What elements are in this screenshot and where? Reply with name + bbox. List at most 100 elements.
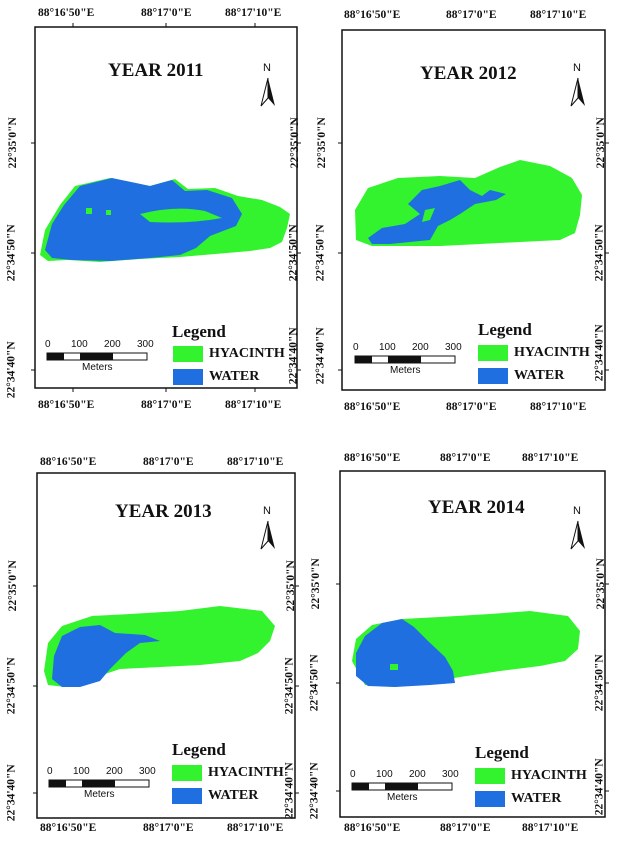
scale-tick: 0	[47, 766, 53, 777]
legend-label-hyacinth: HYACINTH	[208, 765, 284, 780]
right-lat-label: 22°35'0"N	[594, 558, 607, 610]
legend-label-hyacinth: HYACINTH	[514, 345, 590, 360]
map-panel-2013: 88°16'50"E 88°17'0"E 88°17'10"E YEAR 201…	[0, 421, 310, 841]
right-lat-label: 22°35'0"N	[288, 117, 301, 169]
bottom-lon-label: 88°17'10"E	[225, 399, 282, 411]
scale-tick: 200	[106, 766, 123, 777]
left-lat-label: 22°34'50"N	[308, 654, 321, 712]
right-lat-label: 22°34'50"N	[593, 654, 606, 712]
legend-swatch-water	[172, 788, 202, 804]
bottom-lon-label: 88°17'0"E	[143, 822, 194, 834]
top-lon-label: 88°17'10"E	[227, 456, 284, 468]
top-lon-label: 88°17'0"E	[143, 456, 194, 468]
scale-unit: Meters	[390, 365, 421, 376]
scale-tick: 100	[73, 766, 90, 777]
right-lat-label: 22°34'50"N	[287, 224, 300, 282]
scale-tick: 100	[379, 342, 396, 353]
scale-tick: 300	[137, 339, 154, 350]
legend-label-hyacinth: HYACINTH	[511, 768, 587, 783]
legend-label-water: WATER	[209, 369, 260, 384]
legend-swatch-water	[475, 791, 505, 807]
scale-tick: 200	[409, 769, 426, 780]
map-panel-2011: 88°16'50"E 88°17'0"E 88°17'10"E YEAR 201…	[0, 0, 310, 420]
north-arrow-icon: N	[573, 505, 581, 517]
top-lon-label: 88°17'0"E	[141, 7, 192, 19]
right-lat-label: 22°34'40"N	[593, 758, 606, 816]
bottom-lon-label: 88°17'0"E	[141, 399, 192, 411]
scale-tick: 0	[353, 342, 359, 353]
water-area	[356, 619, 455, 687]
bottom-lon-label: 88°16'50"E	[344, 822, 401, 834]
legend-label-hyacinth: HYACINTH	[209, 346, 285, 361]
top-lon-label: 88°17'10"E	[530, 9, 587, 21]
legend-swatch-hyacinth	[172, 765, 202, 781]
legend-swatch-hyacinth	[173, 346, 203, 362]
scale-tick: 100	[376, 769, 393, 780]
bottom-lon-label: 88°16'50"E	[38, 399, 95, 411]
legend-label-water: WATER	[514, 368, 565, 383]
left-lat-label: 22°34'40"N	[5, 764, 18, 822]
bottom-lon-label: 88°17'0"E	[446, 401, 497, 413]
scale-tick: 100	[71, 339, 88, 350]
bottom-lon-label: 88°17'10"E	[227, 822, 284, 834]
map-frame-svg	[33, 472, 299, 819]
map-title: YEAR 2012	[420, 63, 517, 84]
scale-tick: 200	[104, 339, 121, 350]
top-lon-label: 88°16'50"E	[344, 452, 401, 464]
left-lat-label: 22°34'50"N	[5, 657, 18, 715]
scale-tick: 300	[445, 342, 462, 353]
legend-label-water: WATER	[208, 788, 259, 803]
legend-title: Legend	[172, 322, 226, 341]
top-lon-label: 88°17'10"E	[522, 452, 579, 464]
scale-bar	[46, 352, 148, 361]
map-panel-2014: 88°16'50"E 88°17'0"E 88°17'10"E YEAR 201…	[308, 421, 620, 841]
scale-tick: 0	[45, 339, 51, 350]
left-lat-label: 22°34'50"N	[5, 224, 18, 282]
map-frame-svg	[338, 29, 609, 391]
scale-bar	[354, 355, 456, 364]
map-frame-svg	[31, 23, 301, 392]
right-lat-label: 22°35'0"N	[284, 560, 297, 612]
top-lon-label: 88°17'10"E	[225, 7, 282, 19]
map-panel-2012: 88°16'50"E 88°17'0"E 88°17'10"E YEAR 201…	[310, 0, 620, 420]
scale-tick: 300	[442, 769, 459, 780]
top-lon-label: 88°16'50"E	[344, 9, 401, 21]
left-lat-label: 22°35'0"N	[309, 558, 322, 610]
left-lat-label: 22°34'50"N	[314, 224, 327, 282]
north-arrow-icon: N	[573, 62, 581, 74]
legend-swatch-hyacinth	[475, 768, 505, 784]
bottom-lon-label: 88°16'50"E	[344, 401, 401, 413]
top-lon-label: 88°17'0"E	[440, 452, 491, 464]
bottom-lon-label: 88°17'10"E	[530, 401, 587, 413]
right-lat-label: 22°35'0"N	[594, 117, 607, 169]
top-lon-label: 88°17'0"E	[446, 9, 497, 21]
right-lat-label: 22°34'40"N	[593, 324, 606, 382]
bottom-lon-label: 88°17'10"E	[522, 822, 579, 834]
left-lat-label: 22°35'0"N	[6, 560, 19, 612]
legend-label-water: WATER	[511, 791, 562, 806]
map-frame-svg	[336, 470, 609, 818]
right-lat-label: 22°34'40"N	[287, 327, 300, 385]
scale-unit: Meters	[84, 789, 115, 800]
north-arrow-icon: N	[263, 505, 271, 517]
right-lat-label: 22°34'50"N	[283, 657, 296, 715]
map-title: YEAR 2014	[428, 497, 525, 518]
bottom-lon-label: 88°17'0"E	[440, 822, 491, 834]
left-lat-label: 22°35'0"N	[6, 117, 19, 169]
top-lon-label: 88°16'50"E	[38, 7, 95, 19]
scale-bar	[48, 779, 150, 788]
map-title: YEAR 2013	[115, 501, 212, 522]
left-lat-label: 22°34'40"N	[314, 327, 327, 385]
right-lat-label: 22°34'40"N	[283, 762, 296, 820]
top-lon-label: 88°16'50"E	[40, 456, 97, 468]
water-area	[368, 180, 506, 244]
water-area	[45, 178, 242, 261]
legend-title: Legend	[478, 320, 532, 339]
legend-title: Legend	[475, 743, 529, 762]
legend-swatch-water	[478, 368, 508, 384]
left-lat-label: 22°35'0"N	[315, 117, 328, 169]
bottom-lon-label: 88°16'50"E	[40, 822, 97, 834]
scale-bar	[351, 782, 453, 791]
scale-tick: 200	[412, 342, 429, 353]
scale-unit: Meters	[387, 792, 418, 803]
